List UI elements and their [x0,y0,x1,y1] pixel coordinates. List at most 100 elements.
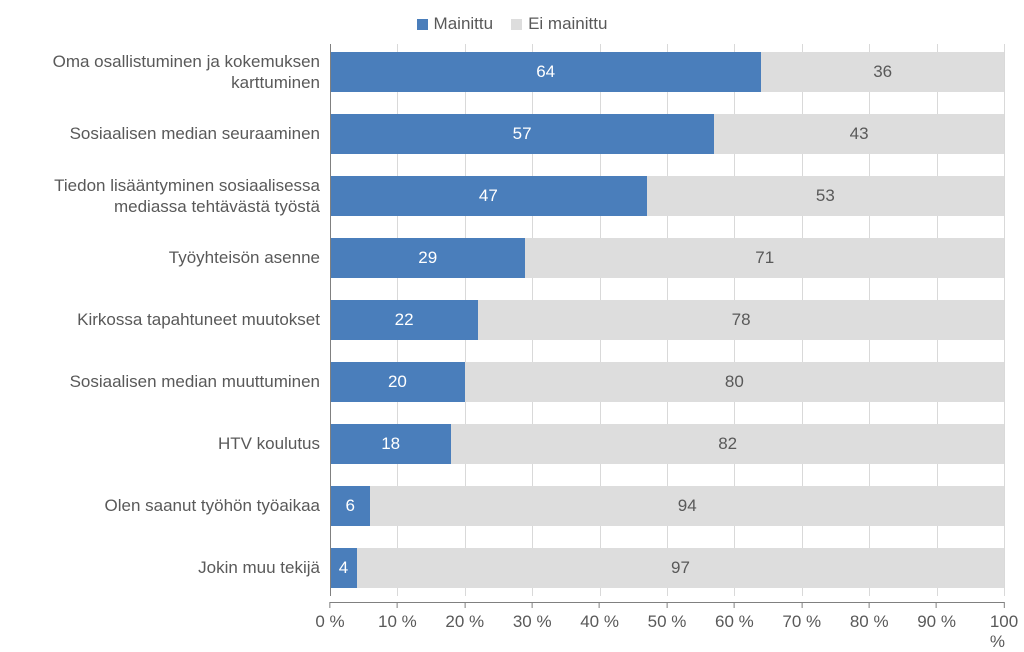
bar-segment-mentioned: 18 [330,424,451,464]
x-tick: 90 % [917,602,956,632]
x-tick-label: 80 % [850,612,889,632]
bar-label: Olen saanut työhön työaikaa [10,495,330,516]
legend-swatch-mentioned [417,19,428,30]
bar-segment-mentioned: 6 [330,486,370,526]
bar-value-mentioned: 64 [536,62,555,82]
bar-value-not-mentioned: 82 [718,434,737,454]
x-axis: 0 %10 %20 %30 %40 %50 %60 %70 %80 %90 %1… [330,602,1004,638]
bar-label: Työyhteisön asenne [10,247,330,268]
x-tick: 30 % [513,602,552,632]
x-tick-mark [599,602,600,608]
bar-track: 47 53 [330,176,1004,216]
bar-label: Jokin muu tekijä [10,557,330,578]
bar-value-mentioned: 57 [513,124,532,144]
x-tick-mark [532,602,533,608]
bar-row: Sosiaalisen median seuraaminen 57 43 [10,106,1014,162]
x-tick-mark [734,602,735,608]
bar-value-mentioned: 47 [479,186,498,206]
bar-value-mentioned: 29 [418,248,437,268]
bar-row: HTV koulutus1882 [10,416,1014,472]
x-tick-label: 50 % [648,612,687,632]
x-tick: 100 % [990,602,1018,652]
legend-label-mentioned: Mainittu [434,14,494,34]
bar-segment-not-mentioned: 78 [478,300,1004,340]
x-tick: 20 % [445,602,484,632]
bar-value-not-mentioned: 80 [725,372,744,392]
bar-value-mentioned: 20 [388,372,407,392]
bar-rows: Oma osallistuminen ja kokemuksen karttum… [10,44,1014,596]
bar-segment-not-mentioned: 71 [525,238,1004,278]
x-tick-mark [936,602,937,608]
bar-row: Jokin muu tekijä 4 97 [10,540,1014,596]
x-tick-mark [667,602,668,608]
bar-label: Oma osallistuminen ja kokemuksen karttum… [10,51,330,94]
bar-track: 57 43 [330,114,1004,154]
x-tick-mark [329,602,330,608]
bar-track: 29 71 [330,238,1004,278]
bar-segment-mentioned: 4 [330,548,357,588]
x-tick: 50 % [648,602,687,632]
x-tick: 70 % [782,602,821,632]
x-tick: 80 % [850,602,889,632]
x-tick: 40 % [580,602,619,632]
plot-area: Oma osallistuminen ja kokemuksen karttum… [10,44,1014,596]
bar-value-not-mentioned: 78 [732,310,751,330]
bar-label: Kirkossa tapahtuneet muutokset [10,309,330,330]
x-tick-label: 70 % [782,612,821,632]
bar-label: Tiedon lisääntyminen sosiaalisessa media… [10,175,330,218]
bar-segment-not-mentioned: 53 [647,176,1004,216]
x-tick-mark [397,602,398,608]
bar-track: 6 94 [330,486,1004,526]
bar-segment-not-mentioned: 82 [451,424,1004,464]
bar-value-not-mentioned: 53 [816,186,835,206]
x-tick-label: 10 % [378,612,417,632]
legend-swatch-not-mentioned [511,19,522,30]
x-tick-label: 0 % [315,612,344,632]
bar-label: HTV koulutus [10,433,330,454]
bar-label: Sosiaalisen median seuraaminen [10,123,330,144]
bar-segment-mentioned: 29 [330,238,525,278]
bar-segment-not-mentioned: 97 [357,548,1004,588]
bar-value-not-mentioned: 43 [850,124,869,144]
legend: Mainittu Ei mainittu [10,10,1014,44]
x-tick-label: 60 % [715,612,754,632]
bar-segment-not-mentioned: 80 [465,362,1004,402]
bar-value-not-mentioned: 71 [755,248,774,268]
bar-row: Työyhteisön asenne 29 71 [10,230,1014,286]
x-tick: 60 % [715,602,754,632]
x-tick-mark [464,602,465,608]
bar-track: 4 97 [330,548,1004,588]
bar-row: Tiedon lisääntyminen sosiaalisessa media… [10,168,1014,224]
x-tick: 0 % [315,602,344,632]
chart-container: Mainittu Ei mainittu Oma osallistuminen … [10,10,1014,616]
x-tick-label: 90 % [917,612,956,632]
bar-row: Kirkossa tapahtuneet muutokset 22 78 [10,292,1014,348]
bar-value-mentioned: 4 [339,558,348,578]
bar-segment-mentioned: 47 [330,176,647,216]
bar-segment-mentioned: 64 [330,52,761,92]
x-tick: 10 % [378,602,417,632]
x-tick-label: 40 % [580,612,619,632]
x-tick-label: 20 % [445,612,484,632]
bar-segment-mentioned: 22 [330,300,478,340]
bar-value-mentioned: 22 [395,310,414,330]
bar-row: Sosiaalisen median muuttuminen2080 [10,354,1014,410]
legend-item-mentioned: Mainittu [417,14,494,34]
bar-value-not-mentioned: 97 [671,558,690,578]
bar-track: 1882 [330,424,1004,464]
bar-segment-mentioned: 20 [330,362,465,402]
bar-row: Olen saanut työhön työaikaa 6 94 [10,478,1014,534]
legend-label-not-mentioned: Ei mainittu [528,14,607,34]
bar-track: 2080 [330,362,1004,402]
x-tick-label: 100 % [990,612,1018,652]
bar-track: 6436 [330,52,1004,92]
x-tick-mark [869,602,870,608]
legend-item-not-mentioned: Ei mainittu [511,14,607,34]
x-tick-label: 30 % [513,612,552,632]
bar-value-mentioned: 6 [345,496,354,516]
bar-value-not-mentioned: 94 [678,496,697,516]
bar-track: 22 78 [330,300,1004,340]
bar-label: Sosiaalisen median muuttuminen [10,371,330,392]
bar-segment-mentioned: 57 [330,114,714,154]
y-axis-line [330,44,331,596]
